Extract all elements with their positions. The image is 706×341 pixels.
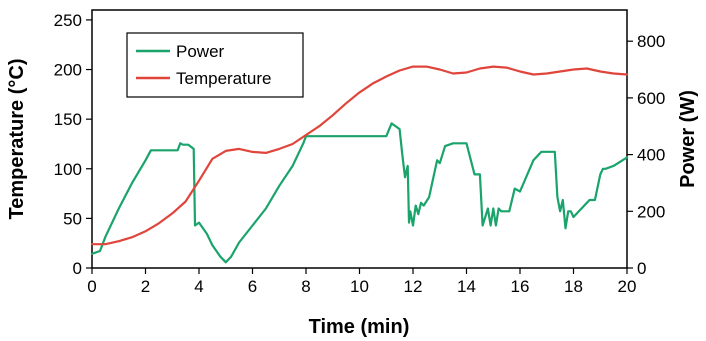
x-tick-label: 6 bbox=[248, 277, 257, 296]
left-tick-label: 150 bbox=[54, 110, 82, 129]
right-tick-label: 0 bbox=[637, 259, 646, 278]
series-layer bbox=[90, 65, 629, 264]
x-tick-label: 18 bbox=[564, 277, 583, 296]
x-axis-ticks: 0 2 4 6 8 10 12 14 16 18 20 bbox=[87, 268, 636, 296]
x-tick-label: 20 bbox=[618, 277, 637, 296]
legend: Power Temperature bbox=[126, 32, 304, 98]
series-line-power bbox=[90, 122, 629, 264]
x-tick-label: 14 bbox=[457, 277, 476, 296]
left-axis-ticks: 0 50 100 150 200 250 bbox=[54, 11, 92, 278]
x-tick-label: 10 bbox=[350, 277, 369, 296]
right-tick-label: 800 bbox=[637, 32, 665, 51]
left-tick-label: 250 bbox=[54, 11, 82, 30]
right-tick-label: 400 bbox=[637, 146, 665, 165]
left-tick-label: 200 bbox=[54, 61, 82, 80]
x-tick-label: 2 bbox=[141, 277, 150, 296]
legend-box bbox=[126, 32, 304, 98]
right-axis-title: Power (W) bbox=[677, 90, 699, 188]
x-axis-title: Time (min) bbox=[309, 316, 410, 338]
left-tick-label: 50 bbox=[63, 209, 82, 228]
left-tick-label: 0 bbox=[73, 259, 82, 278]
x-tick-label: 4 bbox=[194, 277, 203, 296]
left-tick-label: 100 bbox=[54, 160, 82, 179]
left-axis-title: Temperature (°C) bbox=[6, 59, 28, 220]
legend-label-temperature: Temperature bbox=[176, 69, 271, 88]
legend-label-power: Power bbox=[176, 42, 225, 61]
x-tick-label: 0 bbox=[87, 277, 96, 296]
right-tick-label: 200 bbox=[637, 202, 665, 221]
x-tick-label: 8 bbox=[301, 277, 310, 296]
series-line-temperature bbox=[90, 65, 629, 246]
right-tick-label: 600 bbox=[637, 89, 665, 108]
right-axis-ticks: 0 200 400 600 800 bbox=[627, 32, 665, 278]
x-tick-label: 16 bbox=[511, 277, 530, 296]
x-tick-label: 12 bbox=[404, 277, 423, 296]
